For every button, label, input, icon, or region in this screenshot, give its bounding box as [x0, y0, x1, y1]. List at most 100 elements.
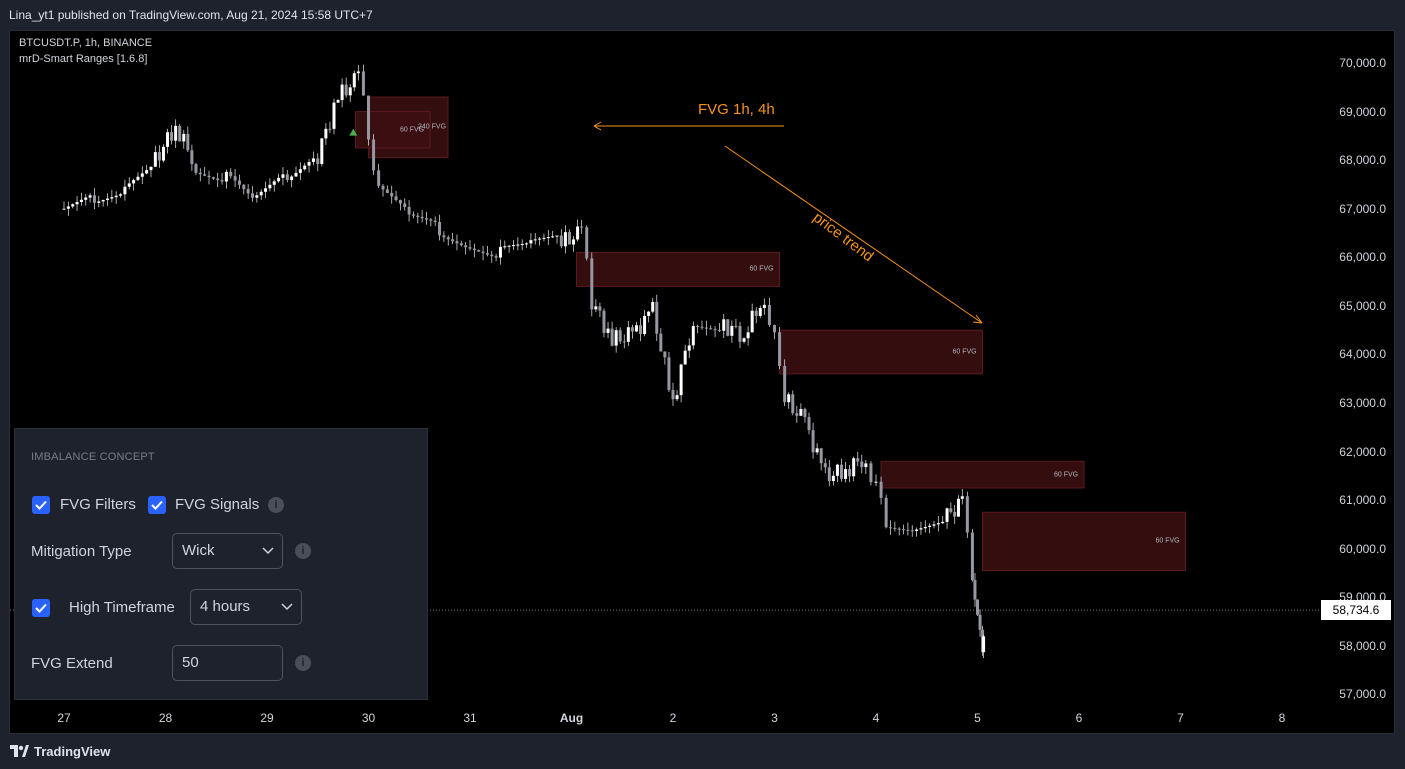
candle-body [647, 311, 651, 316]
candle-body [746, 332, 750, 339]
fvg-extend-value: 50 [182, 654, 199, 671]
price-tick-label: 61,000.0 [1339, 493, 1386, 508]
candle-body [194, 164, 198, 173]
candle-body [602, 310, 606, 333]
fvg-extend-label: FVG Extend [31, 655, 113, 672]
candle-body [307, 162, 311, 166]
check-icon [35, 603, 47, 613]
candle-body [110, 197, 114, 199]
fvg-zone[interactable] [982, 511, 1186, 572]
candle-body [973, 580, 977, 600]
candle-body [864, 463, 868, 468]
candle-body [290, 176, 294, 181]
candle-body [879, 481, 883, 498]
fvg-zone[interactable] [880, 460, 1085, 489]
candle-body [567, 232, 571, 245]
fvg-zone[interactable] [576, 251, 780, 287]
candle-body [614, 330, 618, 346]
candle-body [978, 614, 982, 630]
fvg-extend-input[interactable]: 50 [172, 645, 283, 681]
high-timeframe-checkbox[interactable] [32, 599, 50, 617]
candle-body [332, 102, 336, 129]
symbol-label[interactable]: BTCUSDT.P, 1h, BINANCE [19, 37, 153, 49]
candle-body [889, 527, 892, 529]
candle-body [298, 169, 302, 173]
candle-body [84, 197, 88, 200]
candle-body [268, 184, 272, 189]
candle-body [730, 325, 734, 336]
candle-body [438, 221, 442, 236]
candle-body [982, 636, 986, 653]
mitigation-type-value: Wick [182, 542, 215, 559]
candle-body [860, 461, 864, 468]
candle-body [119, 194, 123, 196]
candle-body [481, 251, 485, 254]
candle-body [893, 527, 897, 529]
fvg-zone-label: 60 FVG [749, 265, 774, 273]
candle-body [767, 304, 771, 325]
candle-body [709, 328, 713, 330]
date-tick-label: Aug [559, 711, 584, 725]
candle-body [580, 226, 584, 228]
fvg-zone-label: 60 FVG [1155, 537, 1180, 545]
date-tick-label: 8 [1278, 711, 1286, 725]
candle-body [787, 394, 791, 403]
candle-body [811, 430, 815, 453]
trend-arrow-line [724, 145, 983, 324]
candle-body [634, 325, 638, 332]
candle-body [88, 195, 92, 198]
candle-body [277, 177, 281, 182]
candle-body [869, 463, 873, 483]
price-tick-label: 65,000.0 [1339, 298, 1386, 313]
info-icon[interactable]: i [295, 543, 311, 559]
fvg-filters-checkbox[interactable] [32, 496, 50, 514]
date-tick-label: 31 [463, 711, 477, 725]
high-timeframe-select[interactable]: 4 hours [190, 589, 302, 625]
info-icon[interactable]: i [295, 655, 311, 671]
candle-body [559, 235, 563, 247]
candle-body [563, 232, 567, 247]
candle-body [520, 243, 524, 245]
candle-body [618, 330, 622, 342]
candle-body [140, 173, 144, 177]
fvg-zone[interactable] [779, 329, 983, 375]
fvg-signals-checkbox[interactable] [148, 496, 166, 514]
candle-body [555, 235, 559, 237]
candle-body [696, 325, 700, 327]
date-tick-label: 30 [361, 711, 376, 725]
candle-body [75, 202, 79, 205]
info-icon[interactable]: i [268, 497, 284, 513]
candle-body [281, 174, 285, 178]
candle-body [915, 529, 919, 531]
trend-arrow-head [975, 314, 983, 324]
candle-body [542, 237, 546, 239]
candle-body [598, 306, 602, 311]
candle-body [726, 319, 730, 336]
candle-body [655, 301, 659, 334]
fvg-filters-label: FVG Filters [60, 496, 136, 513]
candle-body [606, 328, 610, 333]
candle-body [259, 191, 263, 196]
candle-body [754, 310, 758, 316]
candle-body [324, 128, 328, 139]
brand-label: TradingView [34, 743, 111, 759]
candle-body [758, 308, 762, 316]
price-chart[interactable] [10, 31, 1394, 733]
candle-body [224, 171, 228, 182]
candle-body [157, 152, 161, 161]
candle-body [932, 524, 936, 526]
candle-body [344, 84, 348, 96]
date-tick-label: 27 [57, 711, 71, 725]
candle-body [498, 246, 502, 258]
indicator-label[interactable]: mrD-Smart Ranges [1.6.8] [19, 53, 148, 65]
candle-body [237, 180, 241, 185]
candle-body [949, 508, 953, 512]
fvg-zone-label: 60 FVG [400, 126, 425, 134]
price-tick-label: 68,000.0 [1339, 153, 1386, 168]
candle-body [255, 195, 259, 198]
candle-body [394, 196, 398, 200]
candle-body [264, 188, 268, 192]
candle-body [136, 176, 140, 181]
mitigation-type-select[interactable]: Wick [172, 533, 283, 569]
candle-body [178, 125, 182, 142]
